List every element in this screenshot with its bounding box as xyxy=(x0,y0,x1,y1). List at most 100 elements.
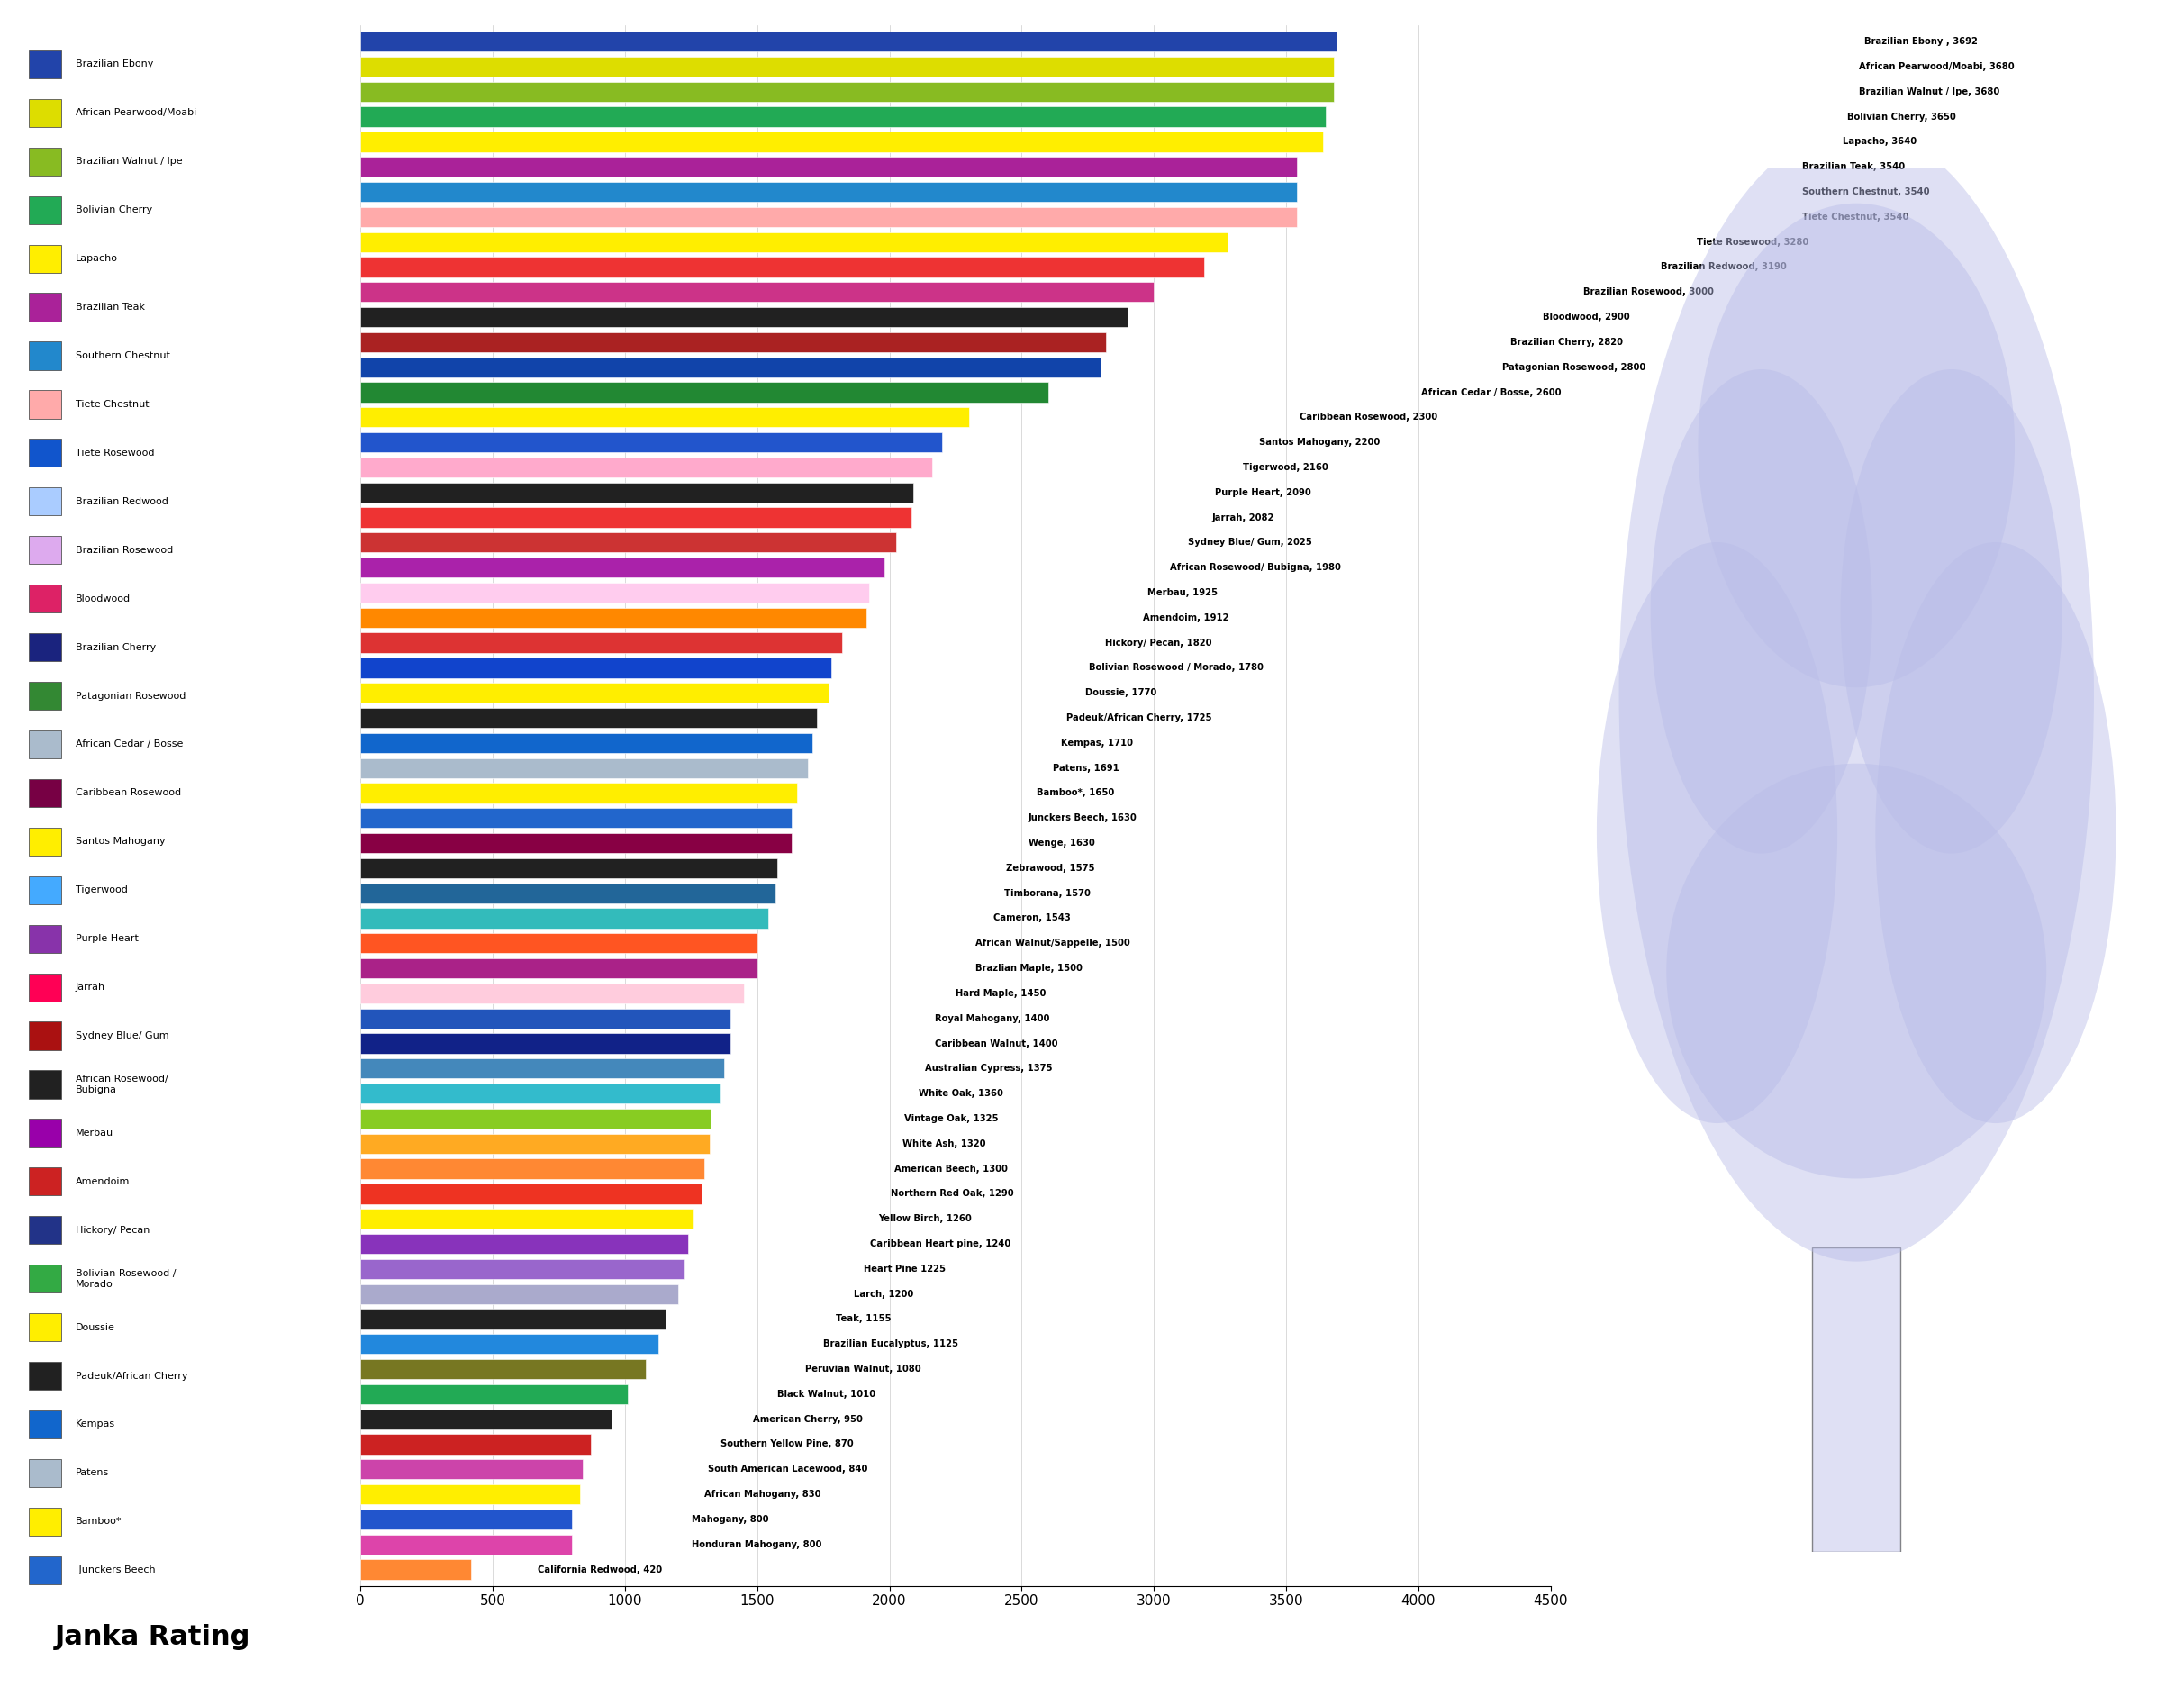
Text: Bolivian Cherry: Bolivian Cherry xyxy=(76,206,153,214)
Text: Cameron, 1543: Cameron, 1543 xyxy=(994,914,1070,923)
FancyBboxPatch shape xyxy=(28,100,61,127)
Bar xyxy=(360,182,1297,202)
Bar xyxy=(360,833,791,854)
FancyBboxPatch shape xyxy=(28,196,61,224)
Text: African Pearwood/Moabi: African Pearwood/Moabi xyxy=(76,108,197,118)
FancyBboxPatch shape xyxy=(28,973,61,1002)
FancyBboxPatch shape xyxy=(28,1167,61,1196)
Bar xyxy=(360,1009,732,1029)
Text: Merbau, 1925: Merbau, 1925 xyxy=(1149,589,1219,597)
Text: White Oak, 1360: White Oak, 1360 xyxy=(919,1090,1002,1098)
Text: Patagonian Rosewood, 2800: Patagonian Rosewood, 2800 xyxy=(1503,363,1647,371)
Bar xyxy=(360,157,1297,177)
Text: American Cherry, 950: American Cherry, 950 xyxy=(753,1415,863,1424)
Bar xyxy=(360,508,911,528)
Bar xyxy=(360,1309,666,1329)
Text: Timborana, 1570: Timborana, 1570 xyxy=(1005,889,1090,897)
Text: Northern Red Oak, 1290: Northern Red Oak, 1290 xyxy=(891,1189,1013,1198)
Text: Brazilian Rosewood: Brazilian Rosewood xyxy=(76,545,173,555)
Text: Merbau: Merbau xyxy=(76,1129,114,1137)
Bar xyxy=(360,958,758,978)
Text: Amendoim, 1912: Amendoim, 1912 xyxy=(1142,612,1230,623)
Bar xyxy=(360,859,778,879)
Text: Brazilian Ebony: Brazilian Ebony xyxy=(76,59,153,69)
Bar xyxy=(360,1108,710,1129)
Bar xyxy=(360,1259,684,1279)
Bar xyxy=(360,407,970,427)
Bar xyxy=(360,1510,572,1530)
Text: Patagonian Rosewood: Patagonian Rosewood xyxy=(76,692,186,700)
Bar xyxy=(360,884,775,903)
Text: Southern Chestnut: Southern Chestnut xyxy=(76,351,170,361)
Bar xyxy=(360,383,1048,402)
FancyBboxPatch shape xyxy=(28,1022,61,1049)
Text: Doussie, 1770: Doussie, 1770 xyxy=(1085,688,1155,697)
Bar xyxy=(360,32,1337,52)
FancyBboxPatch shape xyxy=(28,294,61,321)
Ellipse shape xyxy=(1597,542,1837,1124)
Text: African Rosewood/ Bubigna, 1980: African Rosewood/ Bubigna, 1980 xyxy=(1171,563,1341,572)
Text: Padeuk/African Cherry: Padeuk/African Cherry xyxy=(76,1372,188,1380)
FancyBboxPatch shape xyxy=(28,147,61,175)
Bar xyxy=(360,783,797,803)
Bar xyxy=(360,757,808,778)
Text: Brazilian Cherry: Brazilian Cherry xyxy=(76,643,155,651)
Text: Patens, 1691: Patens, 1691 xyxy=(1053,764,1120,773)
Text: Tiete Rosewood: Tiete Rosewood xyxy=(76,449,155,457)
Bar xyxy=(360,1360,646,1380)
Text: African Walnut/Sappelle, 1500: African Walnut/Sappelle, 1500 xyxy=(976,938,1129,948)
Bar xyxy=(360,1184,701,1205)
Text: Bloodwood: Bloodwood xyxy=(76,594,131,604)
Text: Purple Heart, 2090: Purple Heart, 2090 xyxy=(1214,488,1310,498)
FancyBboxPatch shape xyxy=(28,1216,61,1245)
Ellipse shape xyxy=(1666,764,2046,1179)
FancyBboxPatch shape xyxy=(28,51,61,78)
Text: Sydney Blue/ Gum: Sydney Blue/ Gum xyxy=(76,1031,168,1041)
FancyBboxPatch shape xyxy=(28,876,61,904)
Bar xyxy=(360,1034,732,1053)
Bar xyxy=(360,256,1203,277)
Text: Brazlian Maple, 1500: Brazlian Maple, 1500 xyxy=(976,963,1083,973)
FancyBboxPatch shape xyxy=(28,1118,61,1147)
FancyBboxPatch shape xyxy=(28,1555,61,1584)
Text: Brazilian Teak, 3540: Brazilian Teak, 3540 xyxy=(1802,162,1904,172)
Text: Caribbean Rosewood, 2300: Caribbean Rosewood, 2300 xyxy=(1299,413,1437,422)
Text: Junckers Beech, 1630: Junckers Beech, 1630 xyxy=(1029,813,1138,823)
Text: Junckers Beech: Junckers Beech xyxy=(76,1566,155,1574)
Text: Tiete Rosewood, 3280: Tiete Rosewood, 3280 xyxy=(1697,238,1808,246)
Bar xyxy=(360,282,1153,302)
Text: African Pearwood/Moabi, 3680: African Pearwood/Moabi, 3680 xyxy=(1859,62,2014,71)
Text: Tigerwood, 2160: Tigerwood, 2160 xyxy=(1243,462,1328,472)
Bar xyxy=(360,482,913,503)
FancyBboxPatch shape xyxy=(28,1070,61,1098)
Text: Bolivian Rosewood /
Morado: Bolivian Rosewood / Morado xyxy=(76,1269,177,1289)
Bar xyxy=(360,658,832,678)
FancyBboxPatch shape xyxy=(28,536,61,563)
Bar xyxy=(360,1535,572,1554)
Text: Doussie: Doussie xyxy=(76,1323,116,1331)
Text: California Redwood, 420: California Redwood, 420 xyxy=(537,1566,662,1574)
Text: Bamboo*: Bamboo* xyxy=(76,1517,122,1527)
FancyBboxPatch shape xyxy=(28,390,61,418)
Text: Caribbean Heart pine, 1240: Caribbean Heart pine, 1240 xyxy=(869,1240,1011,1248)
FancyBboxPatch shape xyxy=(28,779,61,806)
Text: American Beech, 1300: American Beech, 1300 xyxy=(895,1164,1007,1172)
Bar xyxy=(360,533,895,553)
Text: South American Lacewood, 840: South American Lacewood, 840 xyxy=(708,1464,867,1474)
Text: Brazilian Cherry, 2820: Brazilian Cherry, 2820 xyxy=(1511,337,1623,346)
FancyBboxPatch shape xyxy=(28,1361,61,1390)
Text: Mahogany, 800: Mahogany, 800 xyxy=(692,1515,769,1523)
Text: Caribbean Rosewood: Caribbean Rosewood xyxy=(76,788,181,798)
Bar xyxy=(360,908,769,928)
Text: Brazilian Eucalyptus, 1125: Brazilian Eucalyptus, 1125 xyxy=(823,1339,959,1348)
Text: Sydney Blue/ Gum, 2025: Sydney Blue/ Gum, 2025 xyxy=(1188,538,1313,547)
Text: Patens: Patens xyxy=(76,1468,109,1478)
Bar xyxy=(360,57,1334,76)
Bar xyxy=(360,633,841,653)
FancyBboxPatch shape xyxy=(28,439,61,467)
Text: Brazilian Walnut / Ipe, 3680: Brazilian Walnut / Ipe, 3680 xyxy=(1859,88,2001,96)
Bar xyxy=(360,1083,721,1103)
Bar xyxy=(360,307,1127,327)
Bar xyxy=(360,1159,703,1179)
Bar xyxy=(360,1383,627,1404)
